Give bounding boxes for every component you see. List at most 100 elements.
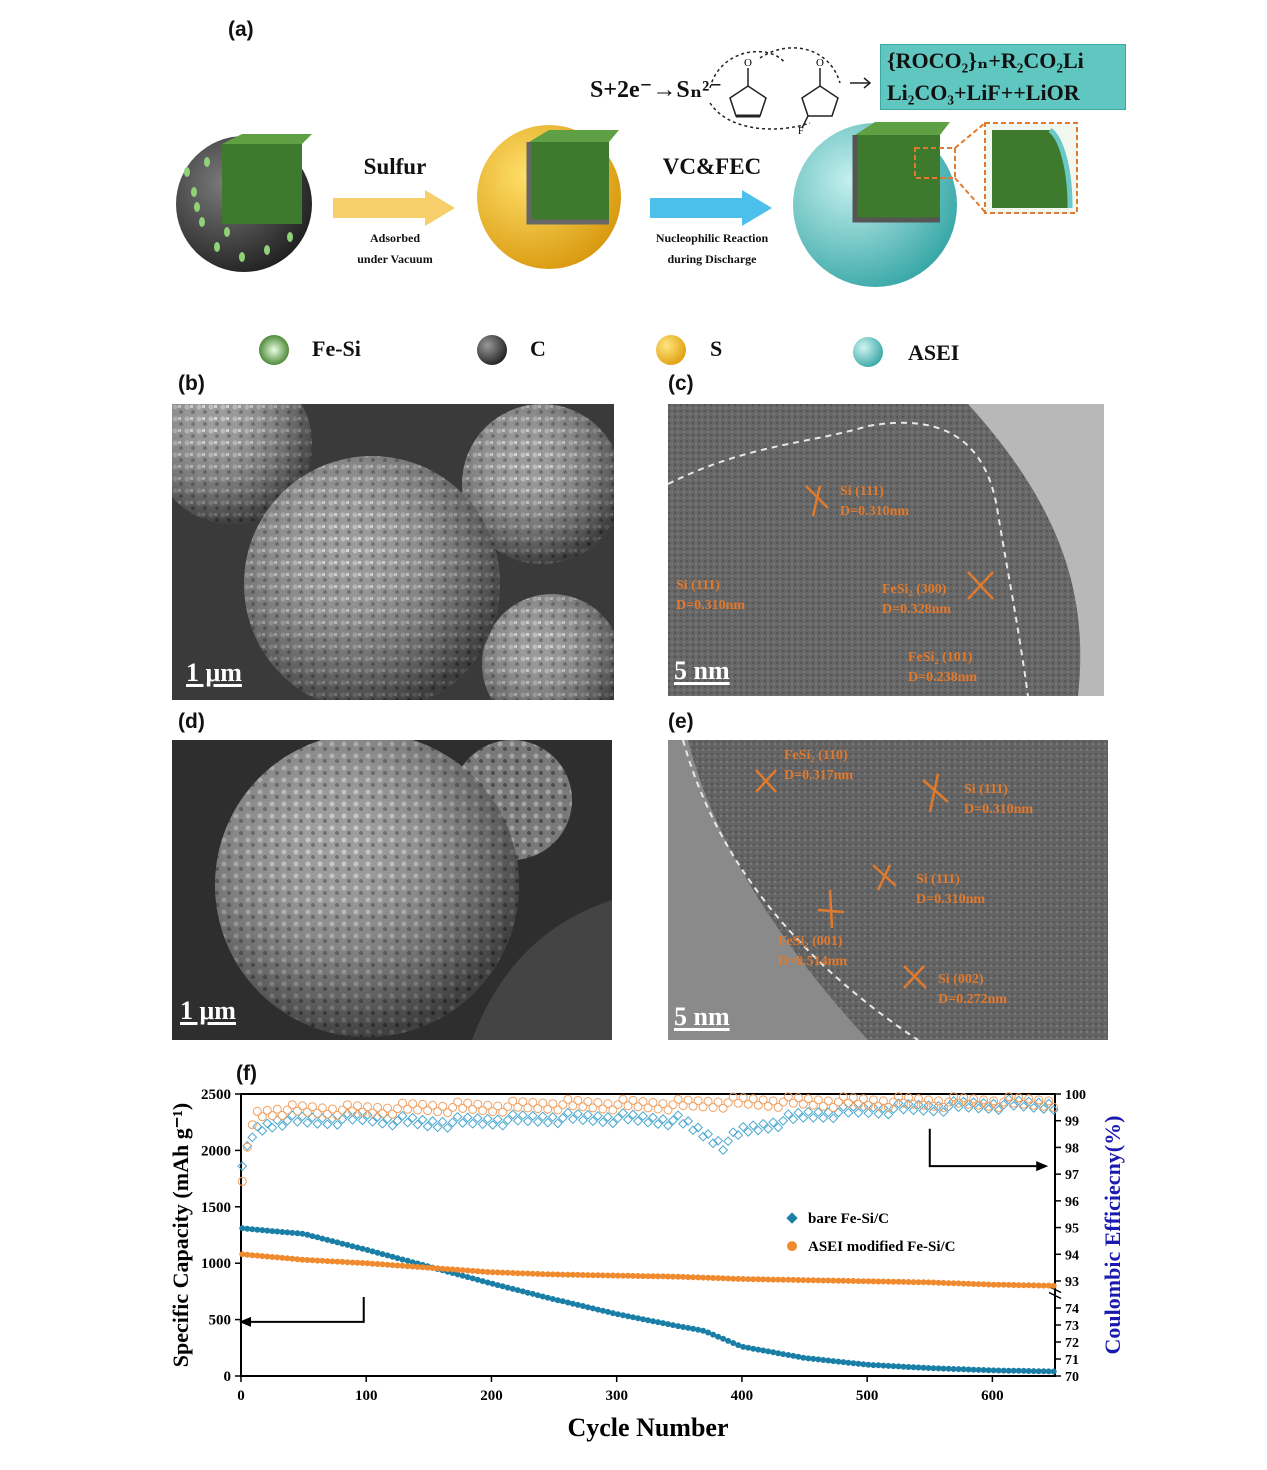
data-point [344, 1241, 351, 1248]
data-point [413, 1105, 423, 1115]
legend-asei-label: ASEI [908, 340, 960, 365]
data-point [1035, 1368, 1042, 1375]
data-point [1045, 1368, 1052, 1375]
data-point [720, 1275, 727, 1282]
data-point [643, 1103, 653, 1113]
data-point [487, 1119, 498, 1130]
data-point [244, 1251, 251, 1258]
data-point [1040, 1368, 1047, 1375]
data-point [873, 1101, 883, 1111]
data-point [698, 1102, 708, 1112]
data-point [403, 1104, 413, 1114]
data-point [820, 1277, 827, 1284]
data-point [688, 1125, 699, 1136]
data-point [753, 1125, 764, 1136]
data-point [818, 1101, 828, 1111]
data-point [509, 1270, 516, 1276]
panel-label-c: (c) [668, 372, 694, 395]
data-point [517, 1110, 528, 1121]
tem-c-annotation-4: FeSi₂ (101) D=0.238nm [908, 650, 978, 685]
series-3 [237, 1092, 1059, 1186]
data-point [855, 1278, 862, 1285]
data-point [508, 1096, 518, 1106]
data-point [1029, 1100, 1039, 1110]
data-point [569, 1300, 576, 1307]
sulfur-particle [477, 125, 621, 269]
data-point [524, 1289, 531, 1296]
data-point [538, 1098, 548, 1108]
data-point [703, 1129, 714, 1140]
data-point [963, 1102, 974, 1113]
data-point [284, 1255, 291, 1262]
data-point [354, 1244, 361, 1251]
data-point [1005, 1367, 1012, 1374]
y-left-tick-label: 2500 [201, 1087, 231, 1103]
data-point [424, 1264, 431, 1271]
data-point [374, 1261, 381, 1267]
data-point [319, 1257, 326, 1264]
data-point [239, 1225, 246, 1232]
data-point [352, 1109, 363, 1120]
data-point [1044, 1096, 1054, 1106]
data-point [733, 1098, 743, 1108]
data-point [763, 1101, 773, 1111]
data-point [775, 1276, 782, 1283]
y-right-tick-label: 98 [1065, 1141, 1079, 1156]
data-point [332, 1110, 342, 1120]
data-point [810, 1355, 817, 1362]
series-2 [237, 1094, 1059, 1172]
data-point [609, 1310, 616, 1317]
data-point [554, 1271, 561, 1278]
data-point [989, 1096, 999, 1106]
legend-c-label: C [530, 336, 546, 361]
data-point [579, 1272, 586, 1278]
arrow2-label: VC&FEC [662, 154, 762, 179]
data-point [1035, 1282, 1042, 1289]
data-point [614, 1272, 621, 1279]
data-point [423, 1106, 433, 1116]
data-point [965, 1280, 972, 1287]
data-point [322, 1109, 332, 1119]
data-point [589, 1305, 596, 1312]
data-point [880, 1362, 887, 1369]
data-point [533, 1104, 543, 1114]
data-point [988, 1098, 999, 1109]
data-point [878, 1096, 888, 1106]
data-point [484, 1269, 491, 1275]
data-point [1034, 1095, 1044, 1105]
data-point [795, 1353, 802, 1360]
data-point [880, 1278, 887, 1285]
sem-image-d: 1 μm [172, 740, 612, 1040]
data-point [929, 1101, 938, 1111]
plot-frame [240, 1093, 1056, 1377]
arrow2-sub-line1: Nucleophilic Reaction [655, 231, 769, 245]
data-point [815, 1356, 822, 1363]
data-point [845, 1277, 852, 1284]
data-point [828, 1102, 838, 1112]
data-point [342, 1108, 353, 1119]
data-point [969, 1094, 979, 1104]
data-point [1040, 1282, 1047, 1289]
data-point [499, 1269, 506, 1276]
data-point [498, 1107, 508, 1117]
data-point [364, 1260, 371, 1267]
data-point [409, 1259, 416, 1266]
data-point [845, 1359, 852, 1366]
data-point [673, 1094, 683, 1104]
data-point [1030, 1282, 1037, 1289]
y-right-tick-label: 72 [1065, 1336, 1079, 1351]
data-point [833, 1097, 843, 1107]
x-tick-label: 100 [355, 1388, 378, 1404]
data-point [813, 1107, 824, 1118]
data-point [484, 1279, 491, 1286]
data-point [718, 1145, 729, 1156]
data-point [1043, 1098, 1054, 1109]
data-point [995, 1367, 1002, 1374]
data-point [625, 1313, 631, 1320]
data-point [444, 1266, 451, 1273]
data-point [369, 1260, 376, 1267]
data-point [1000, 1367, 1007, 1374]
arrow1-sub-line1: Adsorbed [369, 231, 420, 245]
data-point [628, 1095, 638, 1105]
data-point [544, 1294, 551, 1301]
